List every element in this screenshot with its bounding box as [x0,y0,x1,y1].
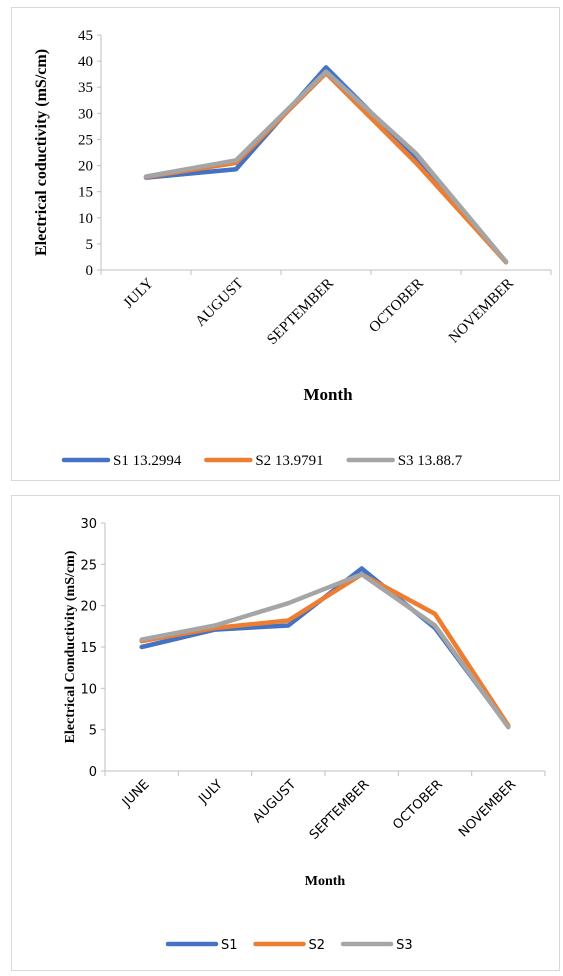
y-tick-label: 15 [78,185,93,201]
chart-panel-1: 0 5 10 15 20 25 30 35 40 45 JULY AUGUST SEPTEMBER OCT… [11,7,560,481]
x-tick-label: JULY [196,777,226,807]
chart-1-svg: 0 5 10 15 20 25 30 35 40 45 JULY AUGUST SEPTEMBER OCT… [33,28,552,469]
legend-label-s2: S2 13.9791 [255,453,323,469]
y-tick-label: 20 [78,159,93,175]
y-tick-label: 5 [89,724,97,739]
x-axis-title: Month [303,385,353,404]
y-tick-label: 30 [80,517,97,532]
x-tick-label: AUGUST [192,276,246,330]
y-axis-title: Electrical coductivity (mS/cm) [33,49,50,256]
y-tick-label: 45 [78,28,93,44]
x-tick-label: JUNE [119,777,152,810]
legend-label-s3: S3 13.88.7 [398,453,463,469]
series-line-s3 [139,572,511,730]
y-tick-label: 25 [80,558,97,573]
x-tick-label: OCTOBER [390,777,446,833]
legend-label-s3: S3 [396,938,413,953]
x-tick-label: AUGUST [250,777,299,826]
y-tick-label: 0 [86,263,94,279]
x-tick-label: NOVEMBER [446,276,517,347]
chart-2-svg: 0 5 10 15 20 25 30 JUNE JULY AUGUST SEPTEMBER OCTOB… [63,517,546,953]
y-tick-label: 5 [86,237,94,253]
y-tick-label: 25 [78,132,93,148]
series-line-s2 [139,572,511,728]
y-axis-title: Electrical Conductivity (mS/cm) [63,550,78,743]
x-axis-title: Month [305,874,346,889]
x-tick-label: SEPTEMBER [307,777,373,843]
y-tick-label: 35 [78,80,93,96]
y-tick-label: 30 [78,106,93,122]
y-tick-label: 10 [78,211,93,227]
y-tick-label: 40 [78,54,93,70]
x-tick-label: SEPTEMBER [264,276,337,349]
legend-label-s2: S2 [309,938,326,953]
x-tick-label: NOVEMBER [456,777,519,840]
legend-label-s1: S1 [221,938,238,953]
y-tick-label: 0 [89,765,97,780]
chart-panel-2: 0 5 10 15 20 25 30 JUNE JULY AUGUST SEPTEMBER OCTOB… [11,495,560,971]
y-tick-label: 15 [80,641,97,656]
series-line-s3 [143,69,509,264]
y-tick-label: 10 [80,682,97,697]
x-tick-label: JULY [121,275,157,311]
legend-label-s1: S1 13.2994 [113,453,182,469]
x-tick-label: OCTOBER [366,276,427,337]
y-tick-label: 20 [80,600,97,615]
